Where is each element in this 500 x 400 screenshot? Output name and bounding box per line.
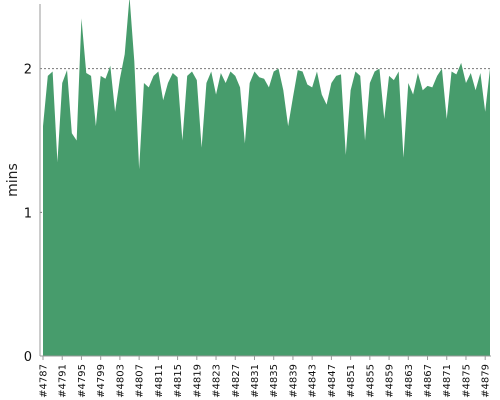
y-tick-label: 2 bbox=[24, 63, 32, 78]
y-axis-title: mins bbox=[5, 163, 21, 197]
x-tick-label: #4807 bbox=[135, 364, 146, 398]
x-tick-label: #4811 bbox=[154, 364, 165, 398]
x-tick-label: #4799 bbox=[96, 364, 107, 398]
x-tick-label: #4879 bbox=[481, 364, 492, 398]
axes bbox=[39, 4, 491, 357]
x-tick-label: #4823 bbox=[212, 364, 223, 398]
x-tick-label: #4835 bbox=[269, 364, 280, 398]
x-tick-label: #4815 bbox=[173, 364, 184, 398]
x-tick-label: #4863 bbox=[404, 364, 415, 398]
x-tick-labels: #4787 #4791 #4795 #4799 #4803 #4807 #4811 #4815… bbox=[39, 356, 500, 398]
x-tick-label: #4803 bbox=[115, 364, 126, 398]
x-tick-label: #4843 bbox=[308, 364, 319, 398]
x-tick-label: #4871 bbox=[442, 364, 453, 398]
x-tick-label: #4839 bbox=[288, 364, 299, 398]
x-tick-label: #4859 bbox=[385, 364, 396, 398]
x-tick-label: #4819 bbox=[192, 364, 203, 398]
y-tick-labels: 0 1 2 bbox=[24, 63, 32, 365]
area-series bbox=[42, 0, 491, 356]
x-tick-label: #4795 bbox=[77, 364, 88, 398]
x-tick-label: #4831 bbox=[250, 364, 261, 398]
x-tick-label: #4847 bbox=[327, 364, 338, 398]
x-tick-label: #4787 bbox=[39, 364, 50, 398]
x-tick-label: #4827 bbox=[231, 364, 242, 398]
x-tick-label: #4875 bbox=[461, 364, 472, 398]
x-tick-label: #4851 bbox=[346, 364, 357, 398]
y-tick-label: 0 bbox=[24, 350, 32, 365]
area-fill bbox=[43, 0, 490, 356]
x-tick-label: #4867 bbox=[423, 364, 434, 398]
x-tick-label: #4791 bbox=[58, 364, 69, 398]
y-tick-label: 1 bbox=[24, 206, 32, 221]
x-tick-label: #4855 bbox=[365, 364, 376, 398]
